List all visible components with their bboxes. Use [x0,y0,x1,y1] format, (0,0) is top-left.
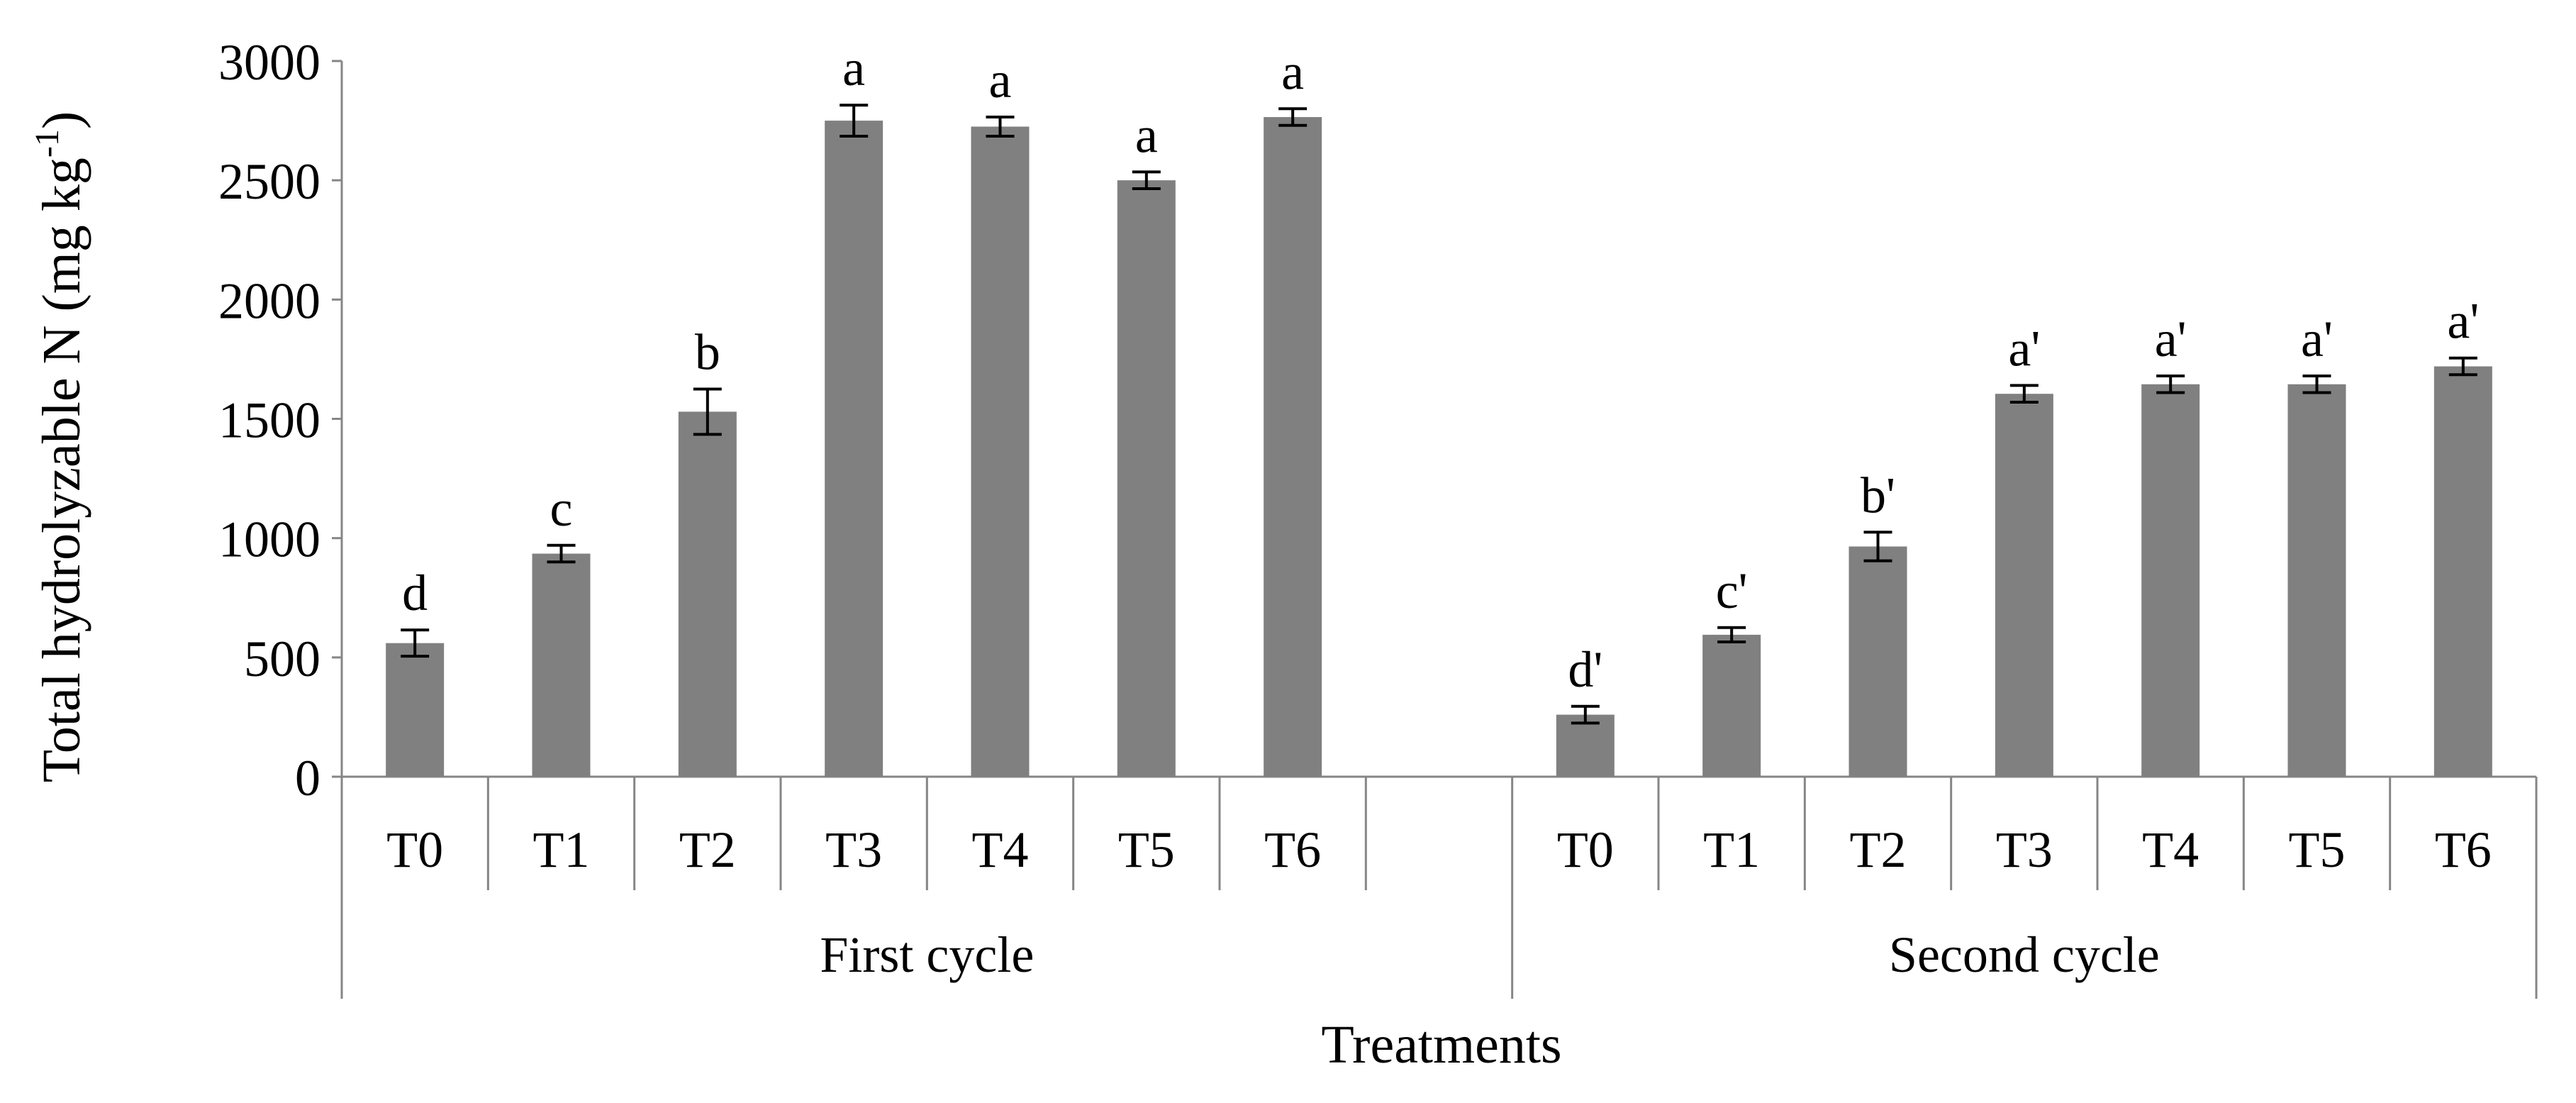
category-tick-label: T2 [1850,821,1907,878]
y-tick-label: 3000 [218,34,320,91]
bar [2433,366,2492,777]
y-tick-label: 2500 [218,153,320,210]
category-tick-label: T2 [679,821,736,878]
x-axis-title: Treatments [1321,1015,1561,1075]
bar [1995,394,2053,777]
y-tick-label: 0 [295,750,320,807]
category-tick-label: T3 [1996,821,2053,878]
significance-label: c' [1716,562,1748,619]
significance-label: b [695,323,720,380]
y-axis-title-main: Total hydrolyzable N (mg kg [32,157,91,782]
bar [386,643,445,777]
bar [1264,117,1322,777]
bar [825,121,883,777]
bar [1702,634,1761,777]
significance-label: b' [1861,467,1895,523]
group-label: First cycle [820,926,1034,983]
bar [2287,384,2346,777]
y-tick-label: 1000 [218,511,320,568]
bar [1117,180,1176,777]
significance-label: c [550,480,573,537]
significance-label: a' [2008,320,2040,377]
significance-label: d [402,565,428,621]
bar [1849,546,1907,777]
bar [2141,384,2200,777]
significance-label: a [842,40,865,96]
y-axis-title-superscript: -1 [28,129,66,157]
bar [678,411,737,777]
category-tick-label: T5 [1118,821,1175,878]
category-tick-label: T1 [1703,821,1760,878]
y-axis-title-close: ) [32,111,91,129]
category-tick-label: T5 [2289,821,2346,878]
significance-label: a [989,52,1012,109]
bar [1556,714,1615,777]
category-tick-label: T0 [1557,821,1614,878]
y-tick-label: 1500 [218,392,320,449]
category-tick-label: T3 [825,821,882,878]
significance-label: a [1135,106,1158,163]
significance-label: a' [2155,311,2187,367]
y-tick-label: 500 [244,631,320,687]
significance-label: d' [1568,641,1602,698]
category-tick-label: T4 [972,821,1029,878]
significance-label: a' [2301,311,2333,367]
y-tick-label: 2000 [218,272,320,329]
category-tick-label: T0 [386,821,443,878]
significance-label: a [1281,43,1304,100]
significance-label: a' [2447,293,2479,350]
category-tick-label: T6 [1264,821,1321,878]
y-axis-title: Total hydrolyzable N (mg kg-1) [28,111,91,782]
category-tick-label: T6 [2435,821,2492,878]
group-label: Second cycle [1889,926,2160,983]
bar [532,553,591,777]
category-tick-label: T1 [533,821,590,878]
bar [971,126,1030,777]
category-tick-label: T4 [2142,821,2199,878]
